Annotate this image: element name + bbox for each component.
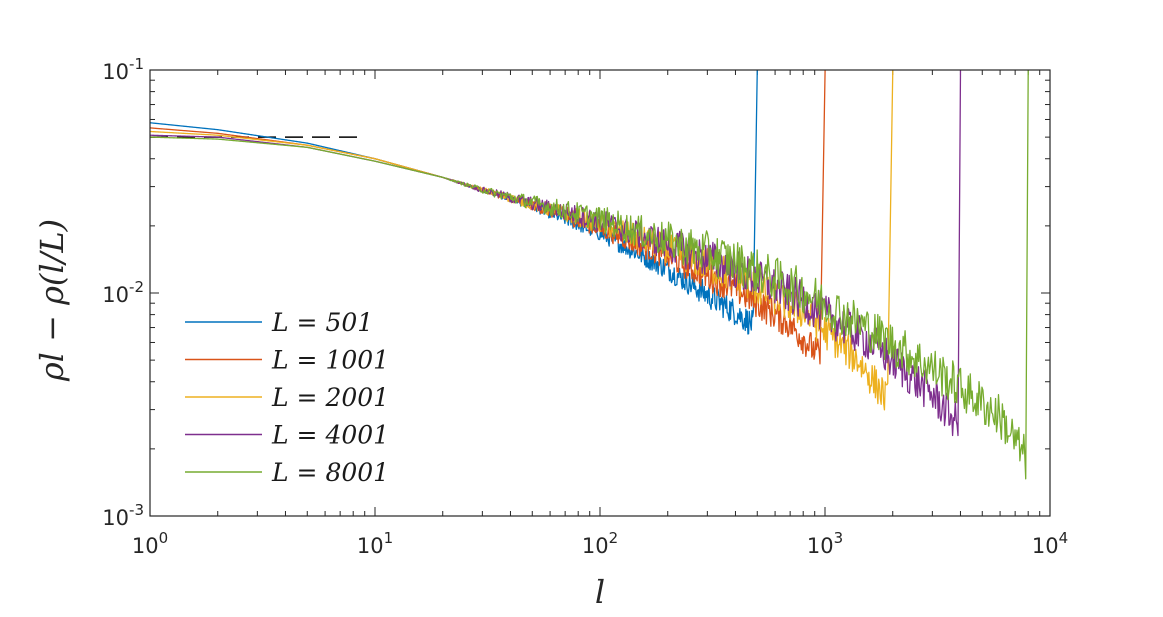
y-tick-labels: 10-3 10-2 10-1 [102, 55, 144, 530]
legend: L = 501 L = 1001 L = 2001 L = 4001 L = 8001 [185, 308, 389, 487]
series-layer [150, 70, 1029, 480]
series-line-L8001 [150, 70, 1029, 480]
y-tick-label: 10-3 [102, 501, 144, 530]
x-axis-title: l [595, 573, 605, 611]
x-tick-label: 100 [132, 529, 168, 558]
legend-label-L1001: L = 1001 [271, 346, 389, 375]
x-tick-label: 101 [357, 529, 393, 558]
legend-label-L2001: L = 2001 [271, 383, 389, 412]
legend-label-L8001: L = 8001 [271, 458, 389, 487]
x-tick-label: 103 [807, 529, 843, 558]
legend-label-L4001: L = 4001 [271, 421, 389, 450]
y-axis-title: ρl − ρ(l/L) [33, 219, 71, 382]
legend-label-L501: L = 501 [271, 308, 373, 337]
x-tick-label: 104 [1032, 529, 1068, 558]
x-tick-labels: 100 101 102 103 104 [132, 529, 1068, 558]
plot-frame [149, 69, 1051, 517]
y-tick-label: 10-2 [102, 278, 144, 307]
x-tick-label: 102 [582, 529, 618, 558]
y-tick-label: 10-1 [102, 55, 144, 84]
